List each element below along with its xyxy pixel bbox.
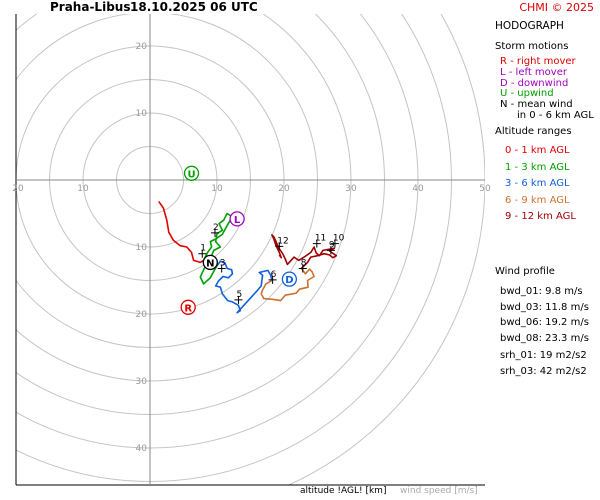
storm-motions-heading: Storm motions [495,41,569,52]
wind-profile-item: bwd_01: 9.8 m/s [500,286,583,297]
altitude-legend-item: 1 - 3 km AGL [505,161,570,173]
speed-ring [16,14,452,482]
altitude-legend-item: 6 - 9 km AGL [505,194,570,206]
height-mark [298,264,307,273]
altitude-ranges-heading: Altitude ranges [495,126,572,137]
height-mark [210,228,219,237]
srh-item: srh_01: 19 m2/s2 [500,350,587,361]
srh-item: srh_03: 42 m2/s2 [500,365,587,377]
speed-ring [16,14,352,382]
hodograph-line [260,267,315,302]
height-label: 12 [277,236,288,246]
y-tick-label: 40 [136,444,148,454]
storm-marker-label: L [234,215,241,226]
storm-marker-circle [180,299,196,315]
y-tick-label: 10 [136,243,148,253]
height-mark [234,295,243,304]
storm-legend-item: N - mean wind [500,99,573,111]
storm-marker-label: U [187,169,195,180]
height-label: 10 [333,234,345,244]
height-mark [275,242,284,251]
hodograph-series [158,200,338,314]
speed-rings [16,14,485,485]
storm-legend-item: D - downwind [500,77,569,89]
height-label: 2 [213,223,219,233]
storm-marker-circle [229,211,245,227]
station-name: Praha-Libus [50,0,131,14]
wind-profile-item: bwd_08: 23.3 m/s [500,332,589,344]
storm-marker-label: R [184,303,192,314]
height-mark [312,239,321,248]
sounding-datetime: 18.10.2025 06 UTC [130,0,258,14]
height-label: 8 [301,258,307,268]
storm-markers: U L N D R [180,165,298,315]
altitude-legend-item: 3 - 6 km AGL [505,178,570,189]
x-tick-label: 20 [278,184,290,194]
storm-marker-circle [183,165,200,181]
hodograph-line [271,234,338,269]
height-mark [326,246,335,255]
height-label: 6 [271,270,277,280]
height-label: 3 [220,258,226,268]
storm-marker-label: N [206,258,214,269]
height-label: 1 [200,244,206,254]
hodograph-line [158,200,205,264]
storm-legend-item: U - upwind [500,88,554,100]
storm-marker-label: D [285,275,293,286]
panel-title: HODOGRAPH [495,20,564,32]
y-tick-label: 20 [136,42,148,52]
y-tick-label: 30 [136,377,148,387]
axes: 20 10 10 20 30 40 50 20 10 10 20 30 40 [12,14,491,486]
y-tick-label: 10 [136,109,148,119]
height-label: 11 [315,234,326,244]
copyright: CHMI © 2025 [519,1,594,14]
x-tick-label: 10 [211,184,223,194]
storm-legend-item: in 0 - 6 km AGL [517,110,594,121]
x-tick-label: 30 [345,184,357,194]
x-tick-label: 10 [77,184,89,194]
speed-unit-label: wind speed [m/s] [400,486,478,496]
storm-legend-item: R - right mover [500,56,576,67]
altitude-unit-label: altitude !AGL! [km] [300,486,387,496]
speed-ring [16,14,385,415]
x-tick-label: 20 [12,184,24,194]
altitude-legend-item: 9 - 12 km AGL [505,211,576,222]
altitude-legend-item: 0 - 1 km AGL [505,145,570,156]
hodograph-line [214,260,273,314]
x-tick-label: 50 [479,184,491,194]
x-tick-label: 40 [412,184,424,194]
y-tick-label: 20 [136,310,148,320]
wind-profile-heading: Wind profile [495,266,555,277]
storm-marker-circle [281,271,298,287]
height-mark [330,239,339,248]
height-label: 5 [236,290,242,300]
wind-profile-item: bwd_03: 11.8 m/s [500,301,589,313]
height-mark [268,275,277,284]
speed-ring [287,14,485,485]
height-mark [217,264,226,273]
height-label: 9 [329,240,335,250]
hodograph-line [199,212,234,285]
wind-profile-item: bwd_06: 19.2 m/s [500,317,589,328]
storm-legend-item: L - left mover [500,66,567,78]
height-mark [198,249,207,258]
storm-marker-circle [202,254,218,271]
